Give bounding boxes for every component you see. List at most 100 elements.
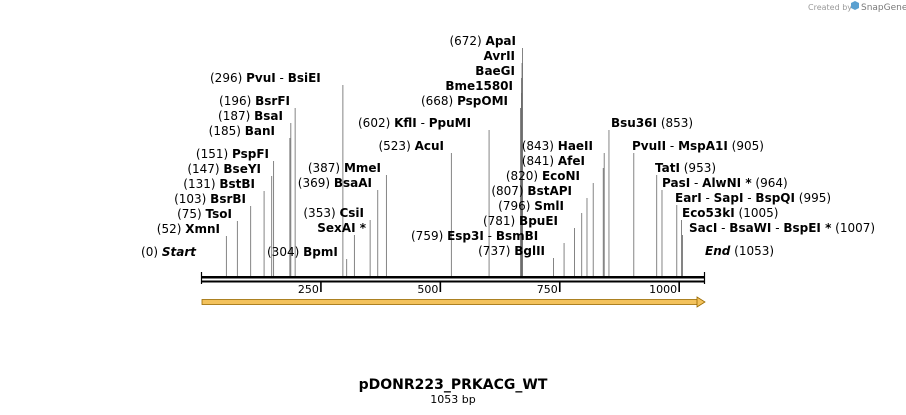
- site-name-eari: EarI: [675, 191, 702, 205]
- site-name-bstapi: BstAPI: [527, 184, 572, 198]
- site-position: (304): [267, 245, 303, 259]
- site-name-bspei: BspEI *: [783, 221, 832, 235]
- site-position: (353): [303, 206, 339, 220]
- site-position: (953): [680, 161, 716, 175]
- site-label-saci: SacI - BsaWI - BspEI * (1007): [689, 221, 875, 235]
- site-label-pvuii: PvuII - MspA1I (905): [632, 139, 764, 153]
- site-position: (995): [795, 191, 831, 205]
- axis-tick-label: 1000: [649, 283, 677, 296]
- site-name-bsrbi: BsrBI: [210, 192, 246, 206]
- site-label-bsai: (187) BsaI: [218, 109, 283, 123]
- site-name-csii: CsiI: [339, 206, 364, 220]
- site-label-bsrbi: (103) BsrBI: [174, 192, 246, 206]
- site-name-bsaai: BsaAI: [334, 176, 372, 190]
- site-label-smli: (796) SmlI: [498, 199, 564, 213]
- site-position: (187): [218, 109, 254, 123]
- site-name-econi: EcoNI: [542, 169, 580, 183]
- site-position: (185): [209, 124, 245, 138]
- site-label-haeii: (843) HaeII: [522, 139, 593, 153]
- site-label-bstbi: (131) BstBI: [183, 177, 255, 191]
- site-name-end: End: [705, 244, 731, 258]
- site-position: (103): [174, 192, 210, 206]
- site-label-sexai: SexAI *: [317, 221, 366, 235]
- site-position: (1053): [730, 244, 774, 258]
- site-name-mmei: MmeI: [344, 161, 381, 175]
- orf-feature-arrow: [201, 296, 706, 308]
- site-separator: -: [717, 221, 729, 235]
- site-position: (781): [483, 214, 519, 228]
- site-position: (796): [498, 199, 534, 213]
- site-position: (147): [187, 162, 223, 176]
- site-position: (296): [210, 71, 246, 85]
- site-name-start: Start: [162, 245, 197, 259]
- site-position: (759): [411, 229, 447, 243]
- site-position: (131): [183, 177, 219, 191]
- site-label-apai: (672) ApaI: [449, 34, 516, 48]
- site-name-bsmbi: BsmBI: [496, 229, 538, 243]
- site-position: (52): [157, 222, 185, 236]
- axis-tick-label: 250: [298, 283, 319, 296]
- site-name-avrii: AvrII: [483, 49, 515, 63]
- site-position: (523): [378, 139, 414, 153]
- snapgene-logo-icon: [851, 1, 859, 10]
- site-name-bspqi: BspQI: [755, 191, 795, 205]
- site-position: (843): [522, 139, 558, 153]
- site-position: (1005): [735, 206, 779, 220]
- site-separator: -: [690, 176, 702, 190]
- site-name-bpmi: BpmI: [303, 245, 338, 259]
- site-separator: -: [417, 116, 429, 130]
- site-label-afei: (841) AfeI: [522, 154, 585, 168]
- site-name-bsawi: BsaWI: [729, 221, 771, 235]
- site-position: (369): [298, 176, 334, 190]
- site-name-bsiei: BsiEI: [288, 71, 321, 85]
- site-position: (820): [506, 169, 542, 183]
- site-label-bsu36i: Bsu36I (853): [611, 116, 693, 130]
- site-name-tsoi: TsoI: [206, 207, 232, 221]
- site-name-pspomi: PspOMI: [457, 94, 508, 108]
- backbone-bottom-strand: [201, 280, 705, 283]
- site-name-sapi: SapI: [714, 191, 744, 205]
- axis-ticks: 250 500 750 1000: [298, 282, 680, 296]
- site-label-bglii: (737) BglII: [478, 244, 545, 258]
- site-label-bani: (185) BanI: [209, 124, 275, 138]
- site-label-kfli: (602) KflI - PpuMI: [358, 116, 471, 130]
- cut-site-lines: [225, 48, 683, 276]
- site-name-bsu36i: Bsu36I: [611, 116, 657, 130]
- site-name-haeii: HaeII: [558, 139, 593, 153]
- axis-tick-label: 500: [417, 283, 438, 296]
- site-label-pvui: (296) PvuI - BsiEI: [210, 71, 321, 85]
- site-label-esp3i: (759) Esp3I - BsmBI: [411, 229, 538, 243]
- site-position: (672): [449, 34, 485, 48]
- site-name-bme1580i: Bme1580I: [445, 79, 513, 93]
- site-name-afei: AfeI: [558, 154, 585, 168]
- site-position: (1007): [831, 221, 875, 235]
- credit-prefix: Created by: [808, 3, 852, 12]
- site-name-pvui: PvuI: [246, 71, 276, 85]
- site-label-xmni: (52) XmnI: [157, 222, 220, 236]
- site-label-eco53ki: Eco53kI (1005): [682, 206, 778, 220]
- site-label-pspfi: (151) PspFI: [196, 147, 269, 161]
- site-name-bpuei: BpuEI: [519, 214, 558, 228]
- site-separator: -: [484, 229, 496, 243]
- site-separator: -: [702, 191, 714, 205]
- site-name-bsai: BsaI: [254, 109, 283, 123]
- site-label-tsoi: (75) TsoI: [177, 207, 232, 221]
- site-label-avrii: AvrII: [483, 49, 515, 63]
- site-label-tati: TatI (953): [655, 161, 716, 175]
- site-name-kfli: KflI: [394, 116, 417, 130]
- site-label-bseyi: (147) BseYI: [187, 162, 261, 176]
- site-name-bseyi: BseYI: [223, 162, 261, 176]
- site-name-baegi: BaeGI: [475, 64, 515, 78]
- site-label-bsaai: (369) BsaAI: [298, 176, 372, 190]
- site-name-acui: AcuI: [415, 139, 444, 153]
- site-position: (387): [308, 161, 344, 175]
- site-label-bstapi: (807) BstAPI: [491, 184, 572, 198]
- site-position: (75): [177, 207, 205, 221]
- plasmid-length: 1053 bp: [430, 393, 475, 406]
- site-name-eco53ki: Eco53kI: [682, 206, 735, 220]
- site-name-pvuii: PvuII: [632, 139, 666, 153]
- site-position: (196): [219, 94, 255, 108]
- site-name-bglii: BglII: [514, 244, 545, 258]
- site-position: (602): [358, 116, 394, 130]
